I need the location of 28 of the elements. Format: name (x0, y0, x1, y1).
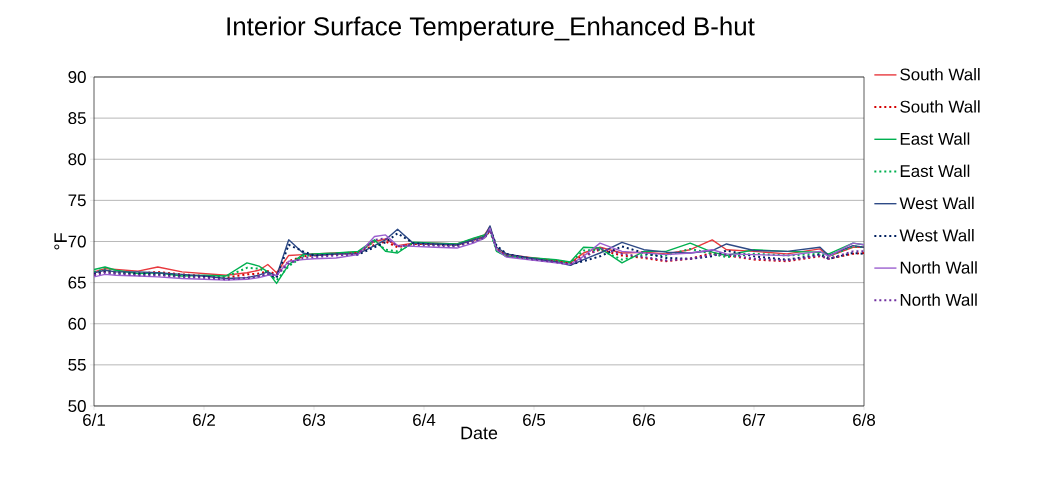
legend-label: West Wall (899, 196, 974, 210)
y-tick-label: 80 (68, 153, 86, 166)
y-axis-title: °F (54, 233, 67, 250)
legend-label: South Wall (900, 68, 980, 81)
y-tick-label: 65 (68, 276, 86, 289)
legend-label: East Wall (900, 132, 970, 145)
y-tick-label: 55 (68, 358, 86, 371)
x-axis-title: Date (461, 426, 498, 440)
legend-label: East Wall (900, 164, 970, 178)
chart-title: Interior Surface Temperature_Enhanced B-hut (227, 16, 755, 41)
y-tick-label: 50 (68, 399, 86, 412)
x-tick-label: 6/7 (743, 413, 765, 426)
x-tick-label: 6/2 (193, 413, 215, 426)
y-tick-label: 60 (68, 317, 86, 330)
x-tick-label: 6/1 (83, 413, 105, 426)
x-tick-label: 6/8 (853, 413, 876, 426)
legend-label: South Wall (900, 100, 980, 113)
x-tick-label: 6/3 (303, 413, 326, 426)
legend-label: West Wall (899, 229, 974, 242)
y-tick-label: 85 (68, 112, 86, 125)
y-tick-label: 90 (68, 70, 86, 83)
legend-label: North Wall (900, 293, 977, 306)
x-tick-label: 6/4 (413, 413, 436, 426)
x-tick-label: 6/6 (633, 413, 656, 426)
legend-label: North Wall (900, 261, 977, 274)
y-tick-label: 75 (68, 194, 86, 207)
y-tick-label: 70 (68, 235, 86, 248)
x-tick-label: 6/5 (523, 413, 546, 426)
